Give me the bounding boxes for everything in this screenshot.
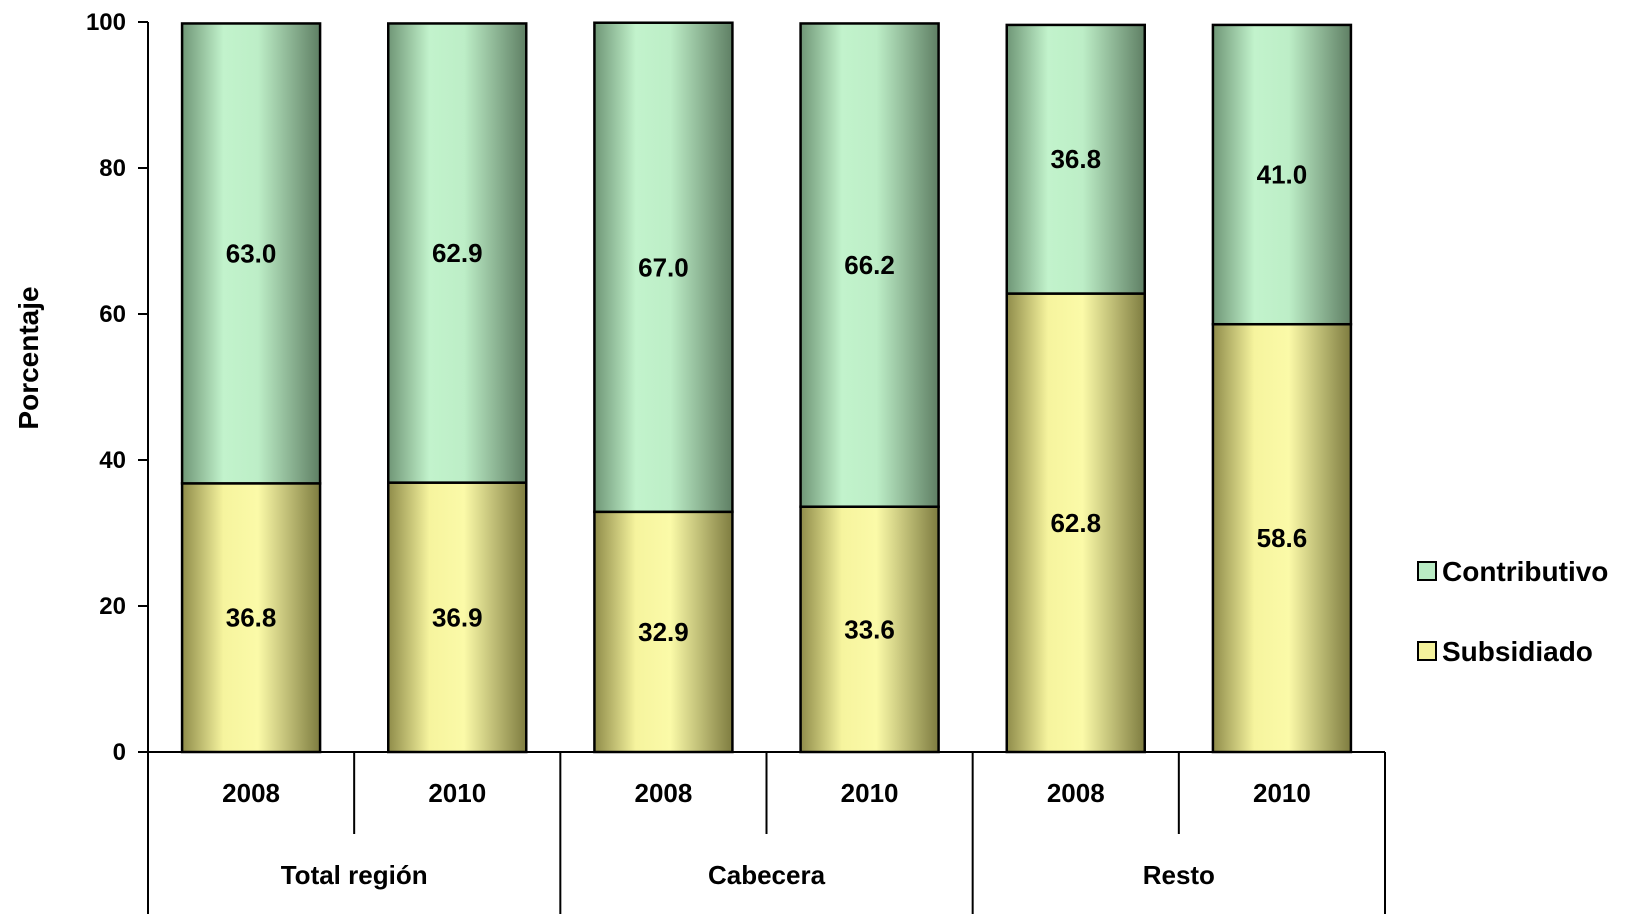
bar-contributivo-2	[593, 21, 734, 514]
y-tick-label: 0	[113, 739, 126, 766]
bar-subsidiado-2	[593, 510, 734, 754]
data-label-contributivo: 63.0	[226, 238, 277, 268]
group-label: Total región	[281, 860, 428, 890]
category-label: 2008	[634, 778, 692, 808]
category-label: 2010	[841, 778, 899, 808]
data-label-subsidiado: 58.6	[1257, 523, 1308, 553]
bar-contributivo-3	[799, 22, 940, 508]
group-label: Resto	[1143, 860, 1215, 890]
bar-contributivo-5	[1211, 23, 1353, 326]
y-tick-label: 100	[86, 9, 126, 36]
data-labels: 36.8 63.0 36.9 62.9 32.9 67.0 33.6 66.2 62.8 36.8…	[226, 144, 1307, 647]
data-label-contributivo: 36.8	[1050, 144, 1101, 174]
data-label-subsidiado: 62.8	[1050, 508, 1101, 538]
y-tick-label: 60	[99, 301, 126, 328]
legend-label-contributivo: Contributivo	[1442, 556, 1608, 587]
data-label-subsidiado: 32.9	[638, 617, 689, 647]
data-label-contributivo: 62.9	[432, 238, 483, 268]
bar-contributivo-0	[180, 22, 322, 485]
category-axis: 2008 2010 2008 2010 2008 2010 Total región Cabe…	[147, 751, 1386, 914]
y-tick-label: 40	[99, 447, 126, 474]
axes: 0 20 40 60 80 100	[86, 9, 149, 766]
bars	[180, 21, 1353, 754]
data-label-subsidiado: 36.9	[432, 602, 483, 632]
legend: Contributivo Subsidiado	[1417, 556, 1608, 667]
data-label-contributivo: 66.2	[844, 250, 895, 280]
data-label-subsidiado: 33.6	[844, 614, 895, 644]
group-label: Cabecera	[708, 860, 826, 890]
legend-swatch-contributivo	[1417, 561, 1437, 581]
data-label-contributivo: 41.0	[1257, 160, 1308, 190]
bar-subsidiado-4	[1005, 292, 1146, 754]
category-label: 2010	[1253, 778, 1311, 808]
category-label: 2010	[428, 778, 486, 808]
bar-subsidiado-3	[799, 505, 940, 754]
data-label-subsidiado: 36.8	[226, 603, 277, 633]
bar-subsidiado-5	[1211, 322, 1353, 754]
bar-contributivo-4	[1005, 23, 1146, 295]
y-tick-label: 20	[99, 593, 126, 620]
y-tick-label: 80	[99, 155, 126, 182]
y-axis-label: Porcentaje	[13, 286, 44, 429]
data-label-contributivo: 67.0	[638, 252, 689, 282]
category-label: 2008	[222, 778, 280, 808]
legend-swatch-subsidiado	[1417, 641, 1437, 661]
category-label: 2008	[1047, 778, 1105, 808]
bar-contributivo-1	[387, 22, 528, 484]
legend-label-subsidiado: Subsidiado	[1442, 636, 1593, 667]
bar-subsidiado-1	[387, 481, 528, 754]
